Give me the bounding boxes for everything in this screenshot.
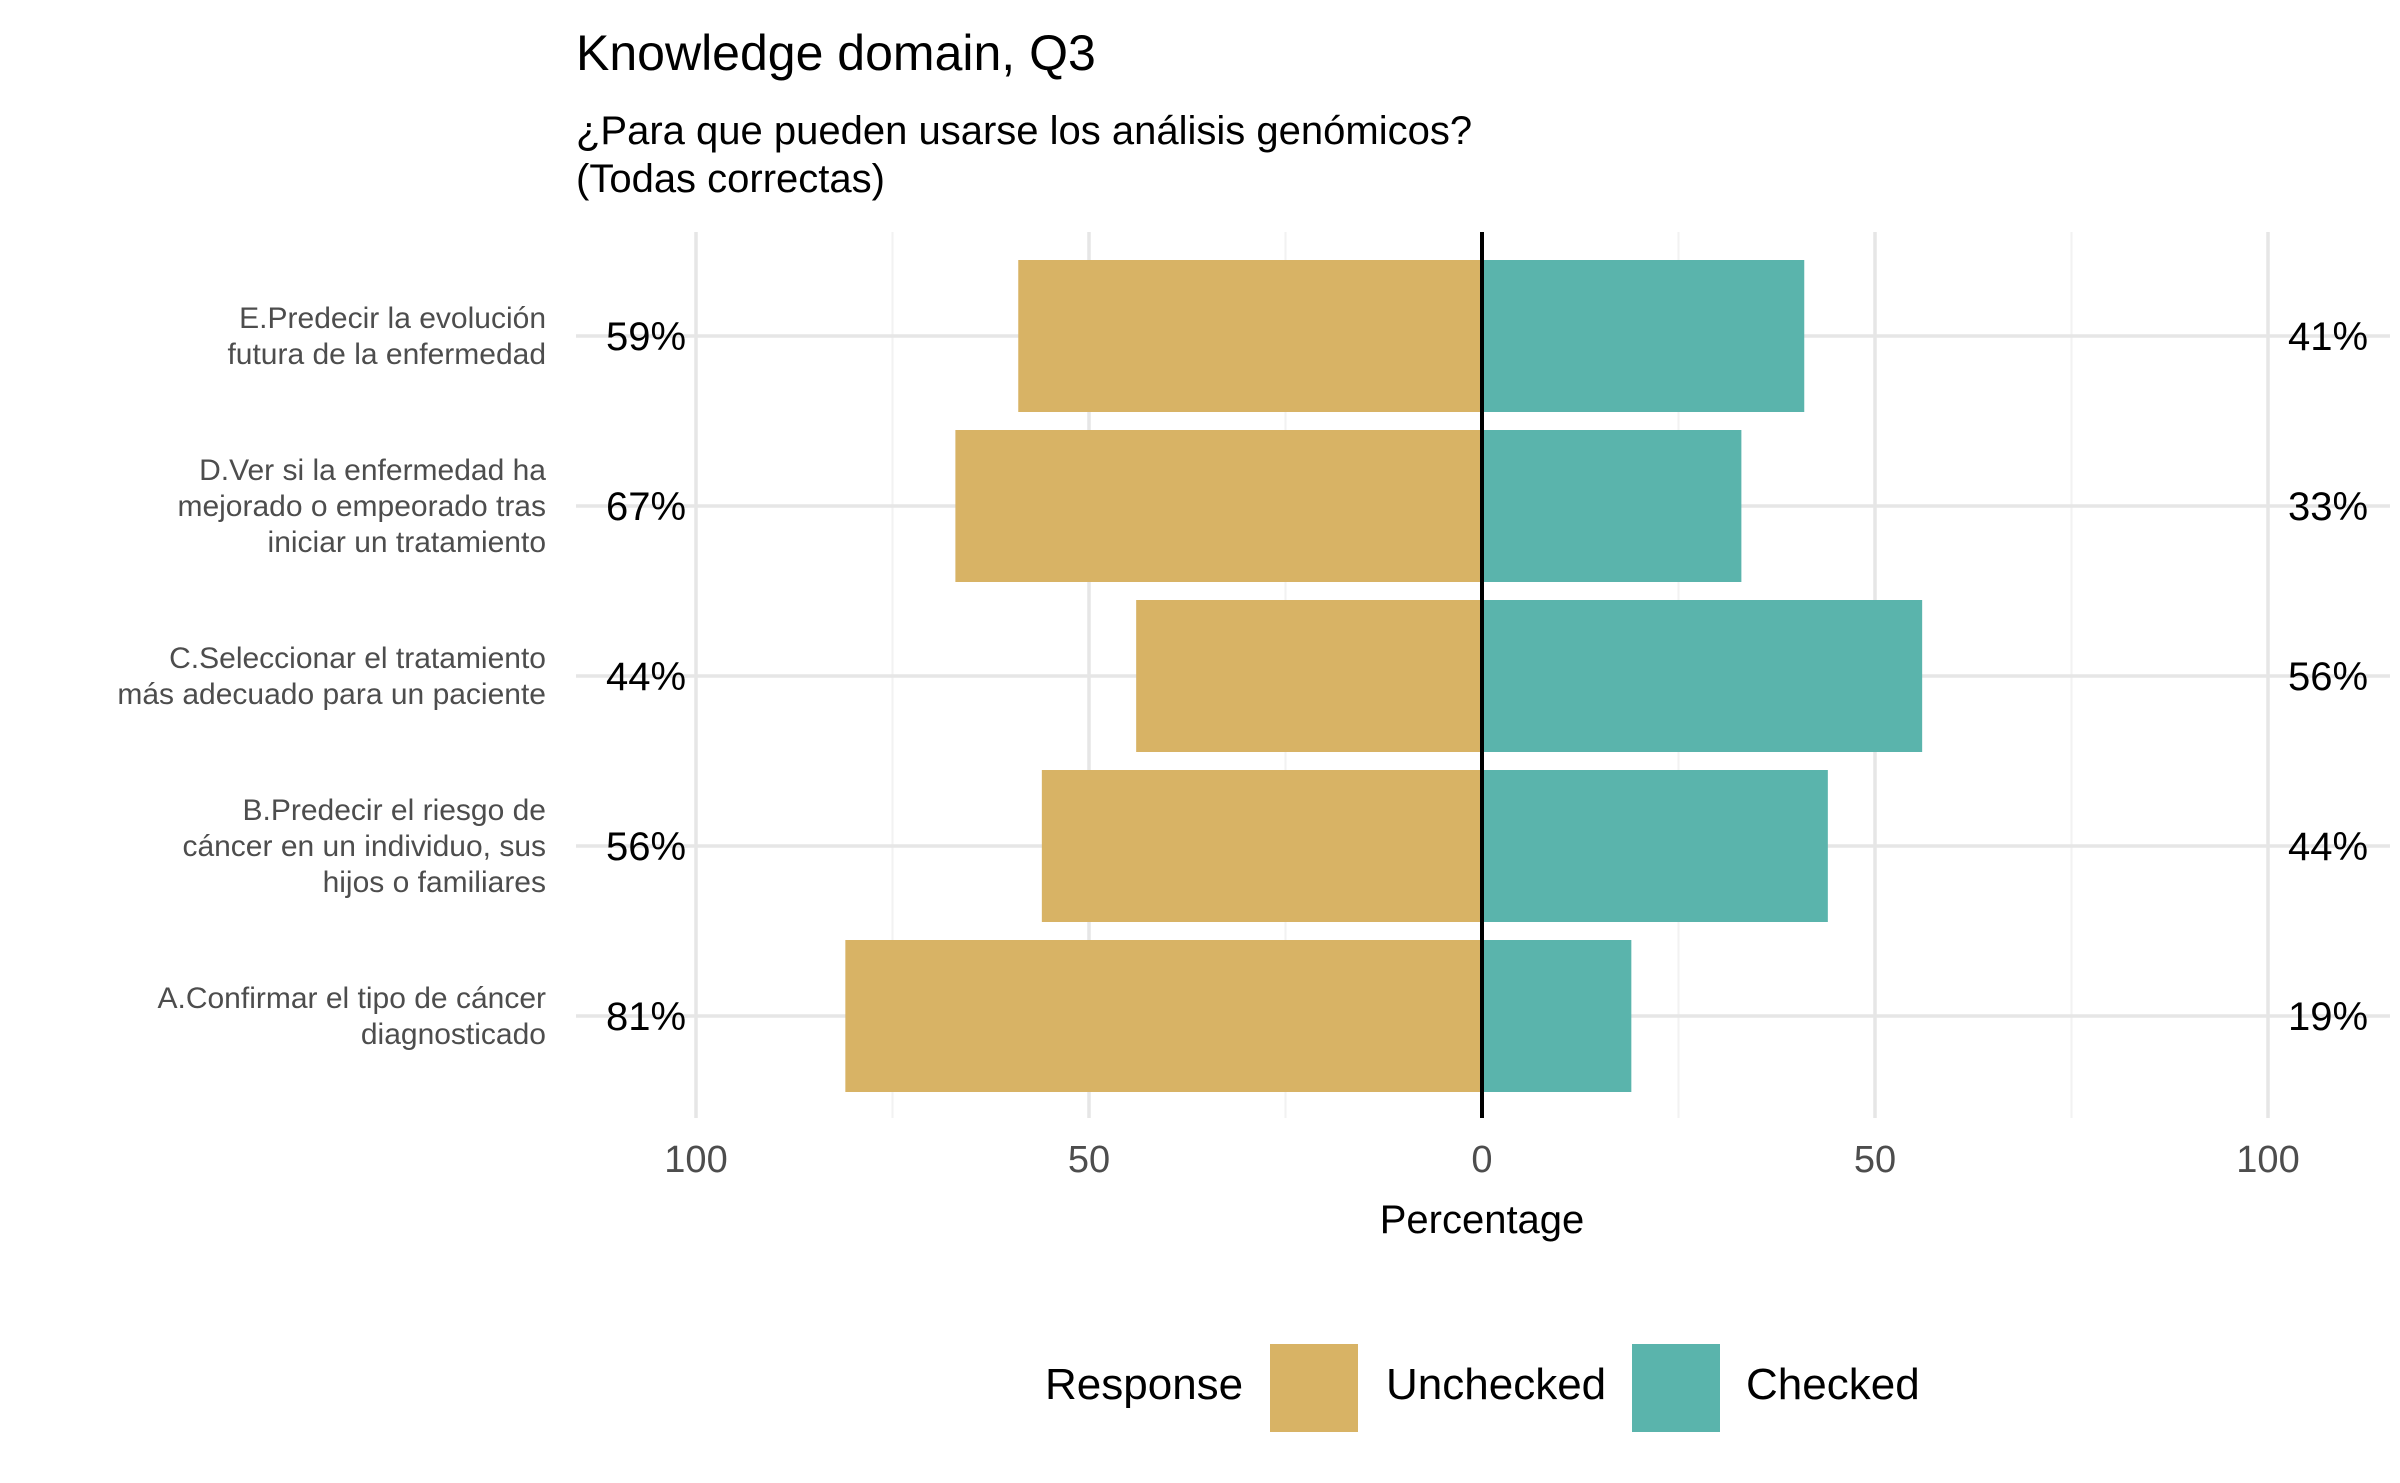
bar-checked-2 (1482, 600, 1923, 752)
chart-subtitle-line-1: ¿Para que pueden usarse los análisis gen… (576, 109, 1472, 153)
x-tick-label--100: 100 (664, 1139, 727, 1181)
bar-checked-0 (1482, 260, 1805, 412)
bar-unchecked-0 (1018, 260, 1482, 412)
category-label-1-line-0: D.Ver si la enfermedad ha (199, 454, 546, 487)
category-label-2-line-0: C.Seleccionar el tratamiento (169, 642, 546, 675)
legend-label-unchecked: Unchecked (1386, 1360, 1606, 1409)
pct-label-unchecked-0: 59% (606, 315, 686, 359)
pct-label-checked-2: 56% (2288, 655, 2368, 699)
category-label-1-line-2: iniciar un tratamiento (268, 526, 546, 559)
pct-label-unchecked-2: 44% (606, 655, 686, 699)
pct-label-unchecked-1: 67% (606, 485, 686, 529)
bar-unchecked-2 (1136, 600, 1482, 752)
category-label-3-line-0: B.Predecir el riesgo de (243, 794, 547, 827)
pct-label-checked-3: 44% (2288, 825, 2368, 869)
percentage-labels: 59% 41% 67% 33% 44% 56% 56% 44% 81% 19% (606, 315, 2368, 1039)
legend-label-checked: Checked (1746, 1360, 1920, 1409)
pct-label-checked-0: 41% (2288, 315, 2368, 359)
bar-unchecked-1 (955, 430, 1482, 582)
legend-title: Response (1045, 1360, 1243, 1409)
bar-unchecked-3 (1041, 770, 1482, 922)
category-label-0-line-1: futura de la enfermedad (227, 338, 546, 371)
legend-swatch-unchecked (1270, 1344, 1358, 1432)
category-label-3-line-1: cáncer en un individuo, sus (182, 830, 546, 863)
category-label-1-line-1: mejorado o empeorado tras (177, 490, 546, 523)
x-tick-label-0: 0 (1471, 1139, 1492, 1181)
bar-checked-4 (1482, 940, 1632, 1092)
pct-label-checked-1: 33% (2288, 485, 2368, 529)
x-axis-tick-labels: 100 50 0 50 100 (664, 1139, 2299, 1181)
legend-swatch-checked (1632, 1344, 1720, 1432)
pct-label-unchecked-4: 81% (606, 995, 686, 1039)
bar-checked-3 (1482, 770, 1828, 922)
chart-title: Knowledge domain, Q3 (576, 25, 1096, 81)
category-label-2-line-1: más adecuado para un paciente (117, 678, 546, 711)
bar-checked-1 (1482, 430, 1742, 582)
chart-subtitle-line-2: (Todas correctas) (576, 157, 885, 201)
category-label-4-line-1: diagnosticado (361, 1018, 546, 1051)
x-tick-label-100: 100 (2236, 1139, 2299, 1181)
bars (845, 260, 1923, 1092)
bar-unchecked-4 (845, 940, 1482, 1092)
x-tick-label--50: 50 (1068, 1139, 1110, 1181)
x-axis-title: Percentage (1380, 1198, 1585, 1242)
category-label-4-line-0: A.Confirmar el tipo de cáncer (157, 982, 546, 1015)
category-label-0-line-0: E.Predecir la evolución (239, 302, 546, 335)
x-tick-label-50: 50 (1854, 1139, 1896, 1181)
pct-label-checked-4: 19% (2288, 995, 2368, 1039)
pct-label-unchecked-3: 56% (606, 825, 686, 869)
legend: Response Unchecked Checked (1045, 1344, 1920, 1432)
category-label-3-line-2: hijos o familiares (323, 866, 546, 899)
